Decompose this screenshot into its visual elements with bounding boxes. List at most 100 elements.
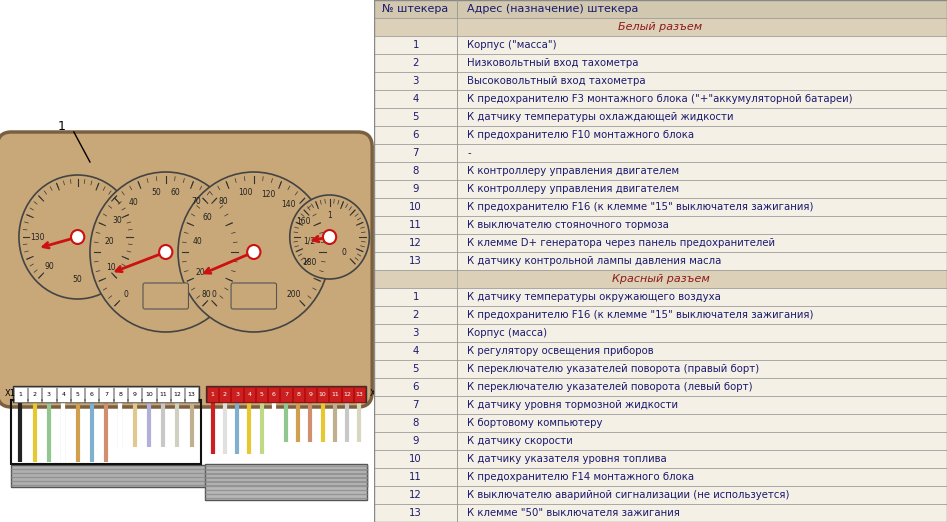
Bar [457,108,947,126]
Text: 80: 80 [219,197,228,206]
Bar [374,108,457,126]
Text: 9: 9 [309,392,313,397]
Bar [374,468,457,486]
Text: 10: 10 [409,454,422,464]
Text: 0: 0 [342,248,347,257]
Bar [457,378,947,396]
Text: Адрес (назначение) штекера: Адрес (назначение) штекера [468,4,639,14]
Text: К предохранителю F3 монтажного блока ("+"аккумуляторной батареи): К предохранителю F3 монтажного блока ("+… [468,94,853,104]
Bar [374,126,457,144]
Bar [156,386,170,401]
Text: 140: 140 [281,200,296,209]
Text: 0: 0 [211,290,216,299]
Bar [342,386,353,401]
Text: 11: 11 [409,472,422,482]
Text: 10: 10 [145,392,152,397]
Text: К датчику скорости: К датчику скорости [468,436,573,446]
Text: 12: 12 [343,392,351,397]
Text: 3: 3 [47,392,51,397]
Text: 10: 10 [409,202,422,212]
Text: 180: 180 [302,258,317,267]
Bar [457,90,947,108]
Bar [114,386,127,401]
Text: 9: 9 [133,392,136,397]
Text: Корпус (масса): Корпус (масса) [468,328,547,338]
Text: 4: 4 [62,392,65,397]
Text: Красный разъем: Красный разъем [612,274,709,284]
Bar [28,386,42,401]
Text: К датчику указателя уровня топлива: К датчику указателя уровня топлива [468,454,668,464]
Text: 40: 40 [193,237,203,246]
Text: 13: 13 [409,508,422,518]
Text: 6: 6 [272,392,276,397]
Text: 12: 12 [409,238,422,248]
Text: 7: 7 [284,392,288,397]
Circle shape [159,245,172,259]
Text: К предохранителю F14 монтажного блока: К предохранителю F14 монтажного блока [468,472,694,482]
Bar [457,234,947,252]
Bar [374,288,457,306]
Bar [457,54,947,72]
Text: 8: 8 [296,392,300,397]
Bar [11,400,201,464]
Bar [374,0,457,18]
Bar [457,72,947,90]
Text: 40: 40 [128,198,138,207]
Bar [374,342,457,360]
Text: 4: 4 [412,94,419,104]
Text: 13: 13 [409,256,422,266]
Text: 1: 1 [18,392,23,397]
Text: К клемме "50" выключателя зажигания: К клемме "50" выключателя зажигания [468,508,680,518]
Bar [13,386,27,401]
Bar [374,90,457,108]
Bar [457,216,947,234]
Bar [305,386,316,401]
FancyBboxPatch shape [143,283,188,309]
Text: 11: 11 [409,220,422,230]
Text: 11: 11 [159,392,167,397]
Text: 160: 160 [295,218,311,227]
Bar [374,162,457,180]
Text: 10: 10 [319,392,327,397]
Bar [374,216,457,234]
Bar [374,18,947,36]
Text: К предохранителю F16 (к клемме "15" выключателя зажигания): К предохранителю F16 (к клемме "15" выкл… [468,310,814,320]
Text: 8: 8 [118,392,122,397]
Text: 6: 6 [90,392,94,397]
Text: 5: 5 [76,392,80,397]
Bar [57,386,70,401]
Text: К датчику температуры охлаждающей жидкости: К датчику температуры охлаждающей жидкос… [468,112,734,122]
Text: К переключателю указателей поворота (правый борт): К переключателю указателей поворота (пра… [468,364,759,374]
Bar [457,360,947,378]
Bar [374,324,457,342]
Bar [71,386,84,401]
Bar [374,198,457,216]
Bar [354,386,366,401]
Bar [457,414,947,432]
Bar [268,386,279,401]
Text: 50: 50 [151,188,161,197]
Text: 0: 0 [123,290,128,299]
Bar [457,486,947,504]
Bar [457,144,947,162]
Text: 3: 3 [412,76,419,86]
Bar [85,386,98,401]
Text: Высоковольтный вход тахометра: Высоковольтный вход тахометра [468,76,646,86]
Bar [457,0,947,18]
Text: 4: 4 [412,346,419,356]
Text: К предохранителю F10 монтажного блока: К предохранителю F10 монтажного блока [468,130,694,140]
Bar [374,306,457,324]
Bar [457,288,947,306]
Bar [374,234,457,252]
Bar [457,252,947,270]
Text: К датчику температуры окружающего воздуха: К датчику температуры окружающего воздух… [468,292,722,302]
Bar [99,386,113,401]
Circle shape [290,195,369,279]
Text: К переключателю указателей поворота (левый борт): К переключателю указателей поворота (лев… [468,382,753,392]
Bar [374,72,457,90]
Bar [206,386,366,402]
Text: К контроллеру управления двигателем: К контроллеру управления двигателем [468,184,680,194]
Text: 1: 1 [210,392,215,397]
Bar [142,386,155,401]
Text: 1: 1 [412,292,419,302]
